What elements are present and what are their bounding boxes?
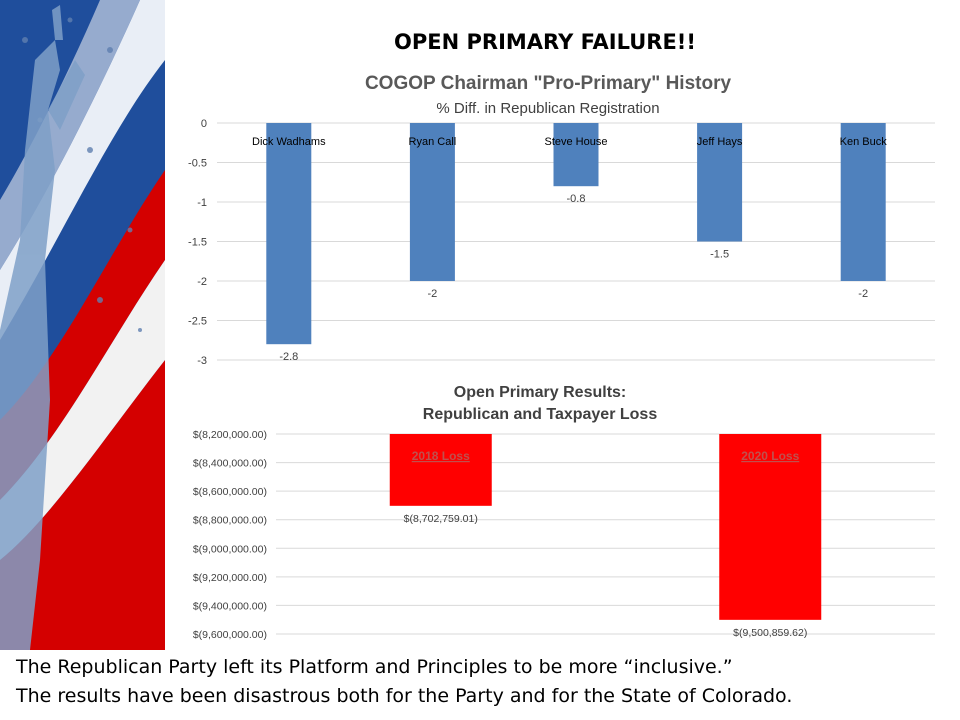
chart2-subtitle: Republican and Taxpayer Loss <box>423 406 658 423</box>
chart2-ytick-label: $(9,600,000.00) <box>193 629 267 641</box>
chart2-bar <box>389 434 492 506</box>
flag-background-image <box>0 0 165 650</box>
chart2-ytick-label: $(8,200,000.00) <box>193 429 267 441</box>
chart1-subtitle: % Diff. in Republican Registration <box>436 100 659 117</box>
charts-area: COGOP Chairman "Pro-Primary" History % D… <box>188 73 935 641</box>
chart1-ytick-label: -0.5 <box>188 158 207 170</box>
chart2-data-label: $(9,500,859.62) <box>733 627 807 639</box>
chart1-bar <box>266 123 312 345</box>
chart1-ytick-label: -3 <box>197 355 207 367</box>
chart1-category-label: Jeff Hays <box>697 136 743 148</box>
chart1-ytick-label: -2 <box>197 276 207 288</box>
chart1-data-label: -2 <box>428 288 438 300</box>
chart1-ytick-label: 0 <box>201 118 207 130</box>
chart1-category-label: Ryan Call <box>409 136 457 148</box>
chart1-bar <box>553 123 599 187</box>
chart2-bar <box>719 434 822 620</box>
chart2-title: Open Primary Results: <box>454 384 627 401</box>
chart2-ytick-label: $(9,400,000.00) <box>193 600 267 612</box>
chart1-data-label: -2.8 <box>279 351 298 363</box>
chart1-category-label: Ken Buck <box>840 136 888 148</box>
chart1-data-label: -2 <box>858 288 868 300</box>
chart2-category-label: 2020 Loss <box>741 449 799 463</box>
chart2-ytick-label: $(9,000,000.00) <box>193 543 267 555</box>
chart1-ytick-label: -2.5 <box>188 316 207 328</box>
chart1-ytick-label: -1.5 <box>188 237 207 249</box>
chart1-title: COGOP Chairman "Pro-Primary" History <box>365 73 732 94</box>
loss-chart: Open Primary Results: Republican and Tax… <box>193 384 935 641</box>
chart1-bar <box>409 123 455 281</box>
chart2-category-label: 2018 Loss <box>412 449 470 463</box>
main-title: OPEN PRIMARY FAILURE!! <box>394 30 696 54</box>
chart2-ytick-label: $(9,200,000.00) <box>193 572 267 584</box>
chart1-bar <box>697 123 743 242</box>
chart1-bar <box>840 123 886 281</box>
chart1-data-label: -0.8 <box>567 193 586 205</box>
chart1-category-label: Dick Wadhams <box>252 136 326 148</box>
chart1-data-label: -1.5 <box>710 249 729 261</box>
chart1-ytick-label: -1 <box>197 197 207 209</box>
chart2-data-label: $(8,702,759.01) <box>404 513 478 525</box>
registration-chart: COGOP Chairman "Pro-Primary" History % D… <box>188 73 935 367</box>
chart2-ytick-label: $(8,800,000.00) <box>193 515 267 527</box>
caption-line-2: The results have been disastrous both fo… <box>16 685 793 707</box>
chart2-ytick-label: $(8,400,000.00) <box>193 458 267 470</box>
chart1-category-label: Steve House <box>545 136 608 148</box>
chart2-ytick-label: $(8,600,000.00) <box>193 486 267 498</box>
caption-line-1: The Republican Party left its Platform a… <box>16 656 733 678</box>
